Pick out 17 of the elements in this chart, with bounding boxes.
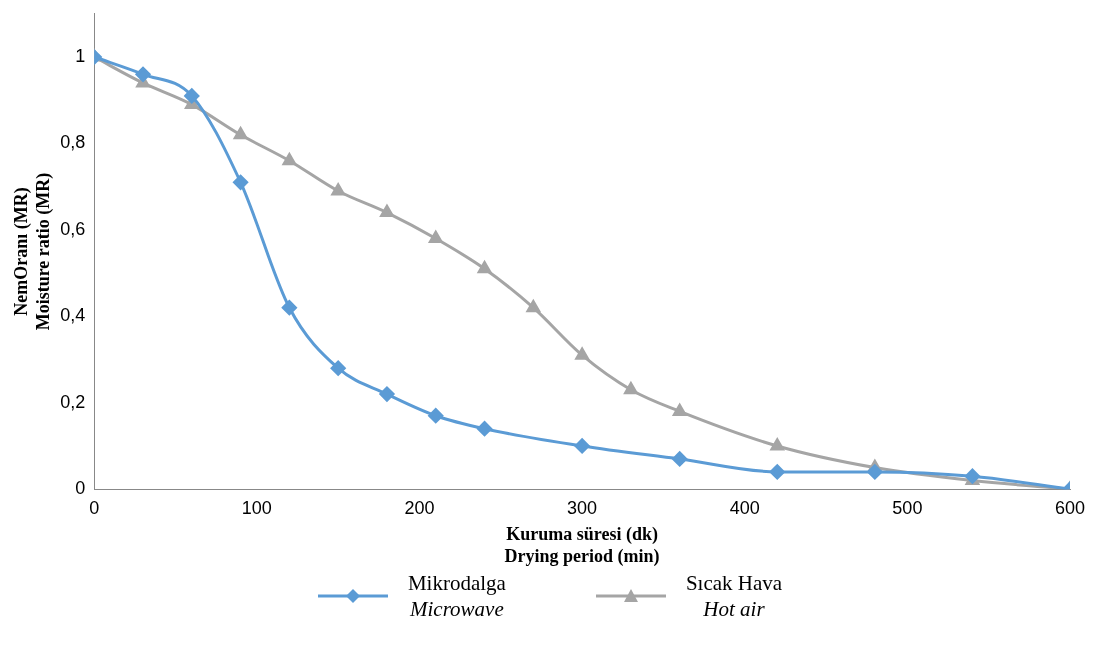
x-tick-label: 400 <box>729 497 760 518</box>
x-tick-label: 200 <box>404 497 435 518</box>
y-tick-label: 0,4 <box>60 305 86 326</box>
x-tick-label: 300 <box>567 497 598 518</box>
legend-label: Sıcak Hava Hot air <box>685 571 783 621</box>
y-tick-label: 1 <box>75 45 86 66</box>
x-tick-label: 600 <box>1054 497 1086 518</box>
y-tick-label: 0,8 <box>60 132 86 153</box>
y-axis-title: NemOranı (MR) Moisture ratio (MR) <box>11 172 55 331</box>
x-tick-label: 100 <box>241 497 272 518</box>
x-tick-label: 500 <box>892 497 923 518</box>
y-tick-label: 0 <box>75 478 86 499</box>
legend-label: Mikrodalga Microwave <box>407 571 506 621</box>
y-tick-label: 0,6 <box>60 218 86 239</box>
x-tick-label: 0 <box>89 497 100 518</box>
x-axis-title: Kuruma süresi (dk) Drying period (min) <box>504 524 660 567</box>
y-tick-label: 0,2 <box>60 391 86 412</box>
